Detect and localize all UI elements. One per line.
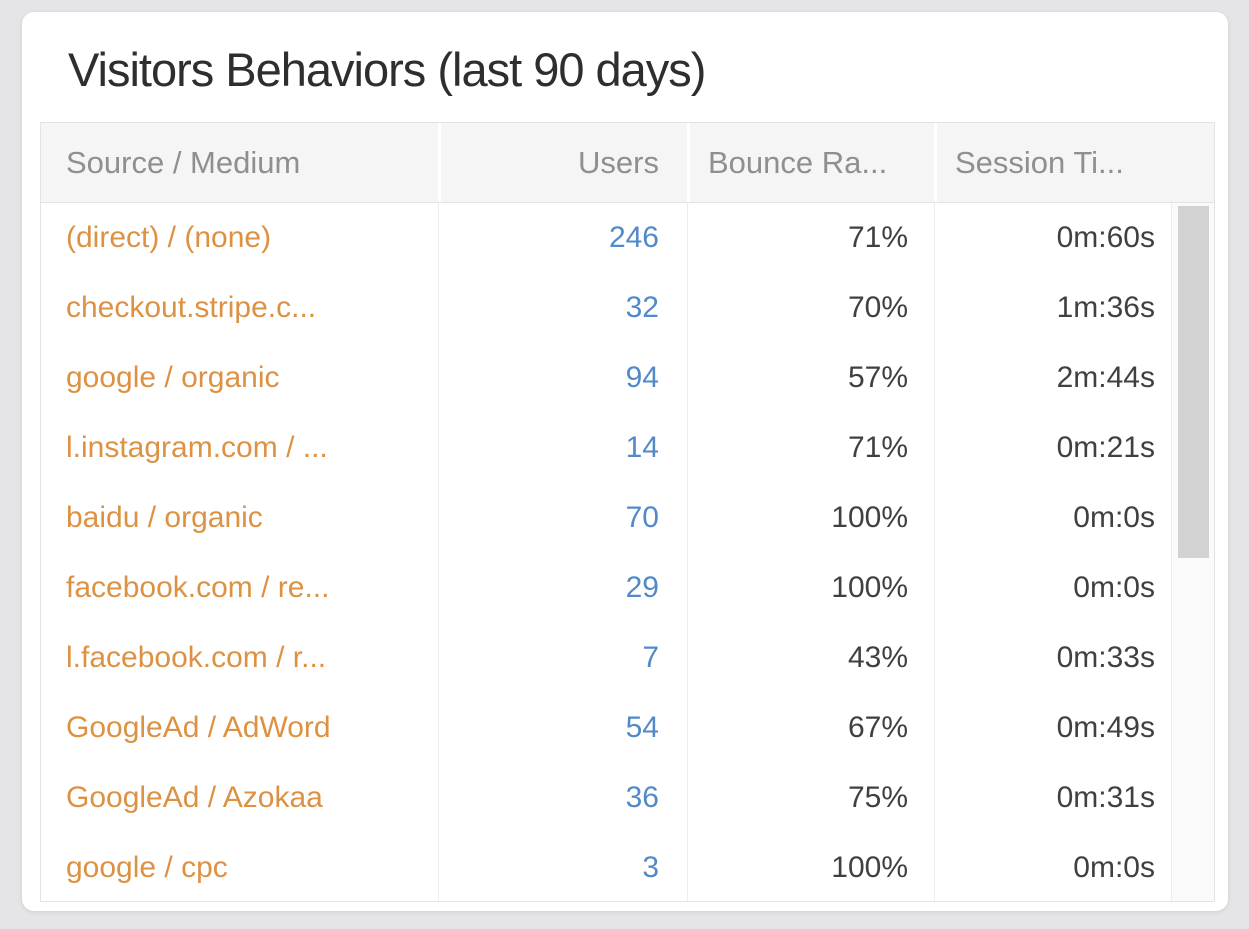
users-cell: 14 [438, 413, 687, 483]
users-cell: 94 [438, 343, 687, 413]
users-cell: 7 [438, 623, 687, 693]
session-time-cell: 0m:60s [934, 203, 1171, 273]
visitors-table: Source / Medium Users Bounce Ra... Sessi… [40, 122, 1215, 902]
source-medium-cell: checkout.stripe.c... [66, 291, 317, 324]
column-header-users[interactable]: Users [438, 123, 687, 202]
session-time-cell: 0m:33s [934, 623, 1171, 693]
source-medium-cell: google / organic [66, 361, 280, 394]
session-time-cell: 0m:0s [934, 553, 1171, 623]
table-row: checkout.stripe.c... 32 70% 1m:36s [41, 273, 1171, 343]
source-medium-cell: baidu / organic [66, 501, 263, 534]
table-row: baidu / organic 70 100% 0m:0s [41, 483, 1171, 553]
session-time-cell: 0m:21s [934, 413, 1171, 483]
widget-title: Visitors Behaviors (last 90 days) [68, 43, 706, 96]
source-medium-cell: GoogleAd / Azokaa [66, 781, 323, 814]
source-medium-cell: l.instagram.com / ... [66, 431, 328, 464]
table-row: facebook.com / re... 29 100% 0m:0s [41, 553, 1171, 623]
bounce-rate-cell: 43% [687, 623, 934, 693]
table-header-row: Source / Medium Users Bounce Ra... Sessi… [41, 123, 1214, 203]
bounce-rate-cell: 100% [687, 833, 934, 901]
table-row: l.instagram.com / ... 14 71% 0m:21s [41, 413, 1171, 483]
users-cell: 70 [438, 483, 687, 553]
table-row: GoogleAd / AdWord 54 67% 0m:49s [41, 693, 1171, 763]
users-cell: 29 [438, 553, 687, 623]
users-cell: 36 [438, 763, 687, 833]
table-row: l.facebook.com / r... 7 43% 0m:33s [41, 623, 1171, 693]
source-medium-cell: facebook.com / re... [66, 571, 330, 604]
table-body: (direct) / (none) 246 71% 0m:60s checkou… [41, 203, 1171, 901]
users-cell: 3 [438, 833, 687, 901]
visitors-behaviors-widget: Visitors Behaviors (last 90 days) Source… [22, 12, 1228, 911]
table-row: (direct) / (none) 246 71% 0m:60s [41, 203, 1171, 273]
column-header-session-time[interactable]: Session Ti... [934, 123, 1214, 202]
bounce-rate-cell: 57% [687, 343, 934, 413]
users-cell: 246 [438, 203, 687, 273]
bounce-rate-cell: 71% [687, 203, 934, 273]
source-medium-cell: GoogleAd / AdWord [66, 711, 331, 744]
bounce-rate-cell: 67% [687, 693, 934, 763]
session-time-cell: 0m:31s [934, 763, 1171, 833]
bounce-rate-cell: 70% [687, 273, 934, 343]
session-time-cell: 0m:0s [934, 483, 1171, 553]
bounce-rate-cell: 100% [687, 483, 934, 553]
column-header-bounce-rate[interactable]: Bounce Ra... [687, 123, 934, 202]
scrollbar-track[interactable] [1171, 203, 1214, 901]
source-medium-cell: l.facebook.com / r... [66, 641, 327, 674]
table-row: google / organic 94 57% 2m:44s [41, 343, 1171, 413]
source-medium-cell: (direct) / (none) [66, 221, 272, 254]
table-row: GoogleAd / Azokaa 36 75% 0m:31s [41, 763, 1171, 833]
session-time-cell: 2m:44s [934, 343, 1171, 413]
users-cell: 54 [438, 693, 687, 763]
bounce-rate-cell: 71% [687, 413, 934, 483]
bounce-rate-cell: 75% [687, 763, 934, 833]
session-time-cell: 1m:36s [934, 273, 1171, 343]
session-time-cell: 0m:49s [934, 693, 1171, 763]
users-cell: 32 [438, 273, 687, 343]
session-time-cell: 0m:0s [934, 833, 1171, 901]
column-header-source-medium[interactable]: Source / Medium [66, 144, 301, 180]
scrollbar-thumb[interactable] [1178, 206, 1209, 558]
table-row: google / cpc 3 100% 0m:0s [41, 833, 1171, 901]
source-medium-cell: google / cpc [66, 851, 228, 884]
bounce-rate-cell: 100% [687, 553, 934, 623]
